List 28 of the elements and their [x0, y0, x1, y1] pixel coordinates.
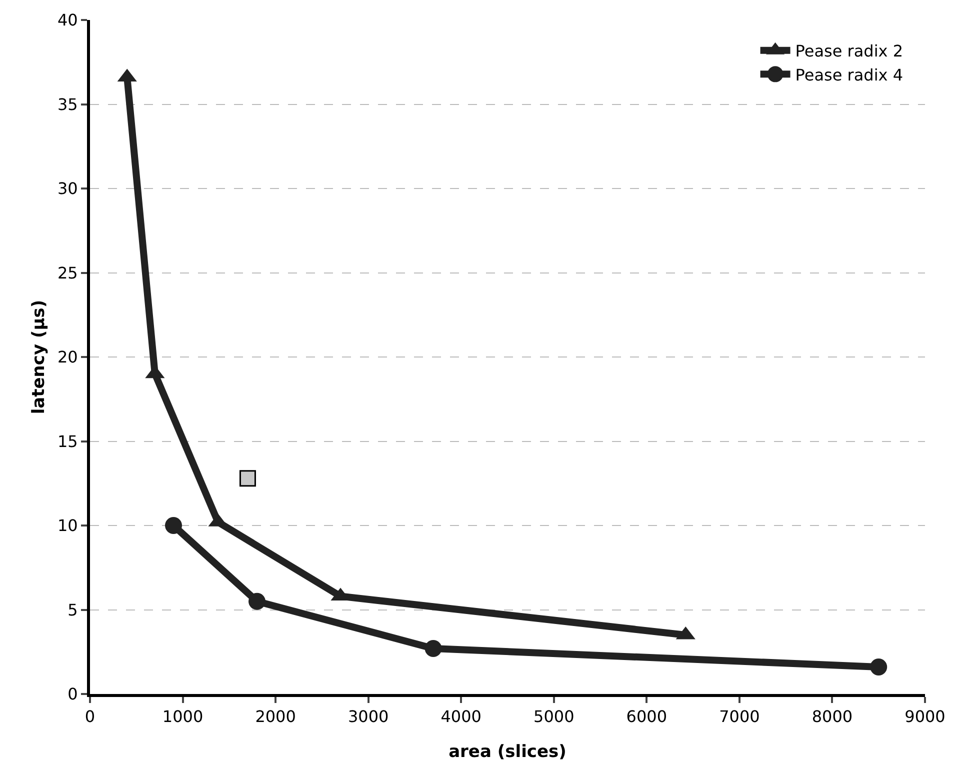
point	[239, 470, 256, 487]
point	[165, 517, 182, 534]
legend-label: Pease radix 4	[795, 65, 904, 84]
y-tick-label: 10	[57, 516, 78, 536]
y-tick-label: 35	[57, 94, 78, 114]
y-tick-label: 5	[68, 600, 78, 620]
x-tick-label: 4000	[440, 707, 482, 726]
x-tick-label: 5000	[534, 707, 574, 726]
point	[870, 658, 888, 676]
point	[248, 592, 266, 610]
legend-label: Pease radix 2	[795, 42, 904, 61]
point	[424, 640, 442, 657]
x-tick-label: 6000	[626, 707, 668, 726]
y-tick-label: 25	[57, 263, 78, 282]
y-tick-label: 30	[57, 179, 78, 198]
x-tick-label: 1000	[162, 707, 204, 726]
y-tick-label: 15	[57, 432, 78, 451]
y-tick-label: 0	[68, 684, 78, 704]
x-tick-label: 0	[84, 707, 96, 726]
y-tick-label: 20	[57, 348, 78, 367]
x-tick-label: 2000	[255, 707, 296, 726]
x-tick-label: 9000	[904, 707, 946, 726]
x-tick-label: 3000	[348, 707, 389, 726]
x-tick-label: 7000	[719, 707, 760, 726]
y-axis-title: latency (µs)	[29, 300, 49, 414]
x-axis-title: area (slices)	[448, 742, 566, 762]
x-tick-label: 8000	[812, 707, 853, 726]
y-tick-label: 40	[57, 10, 78, 30]
